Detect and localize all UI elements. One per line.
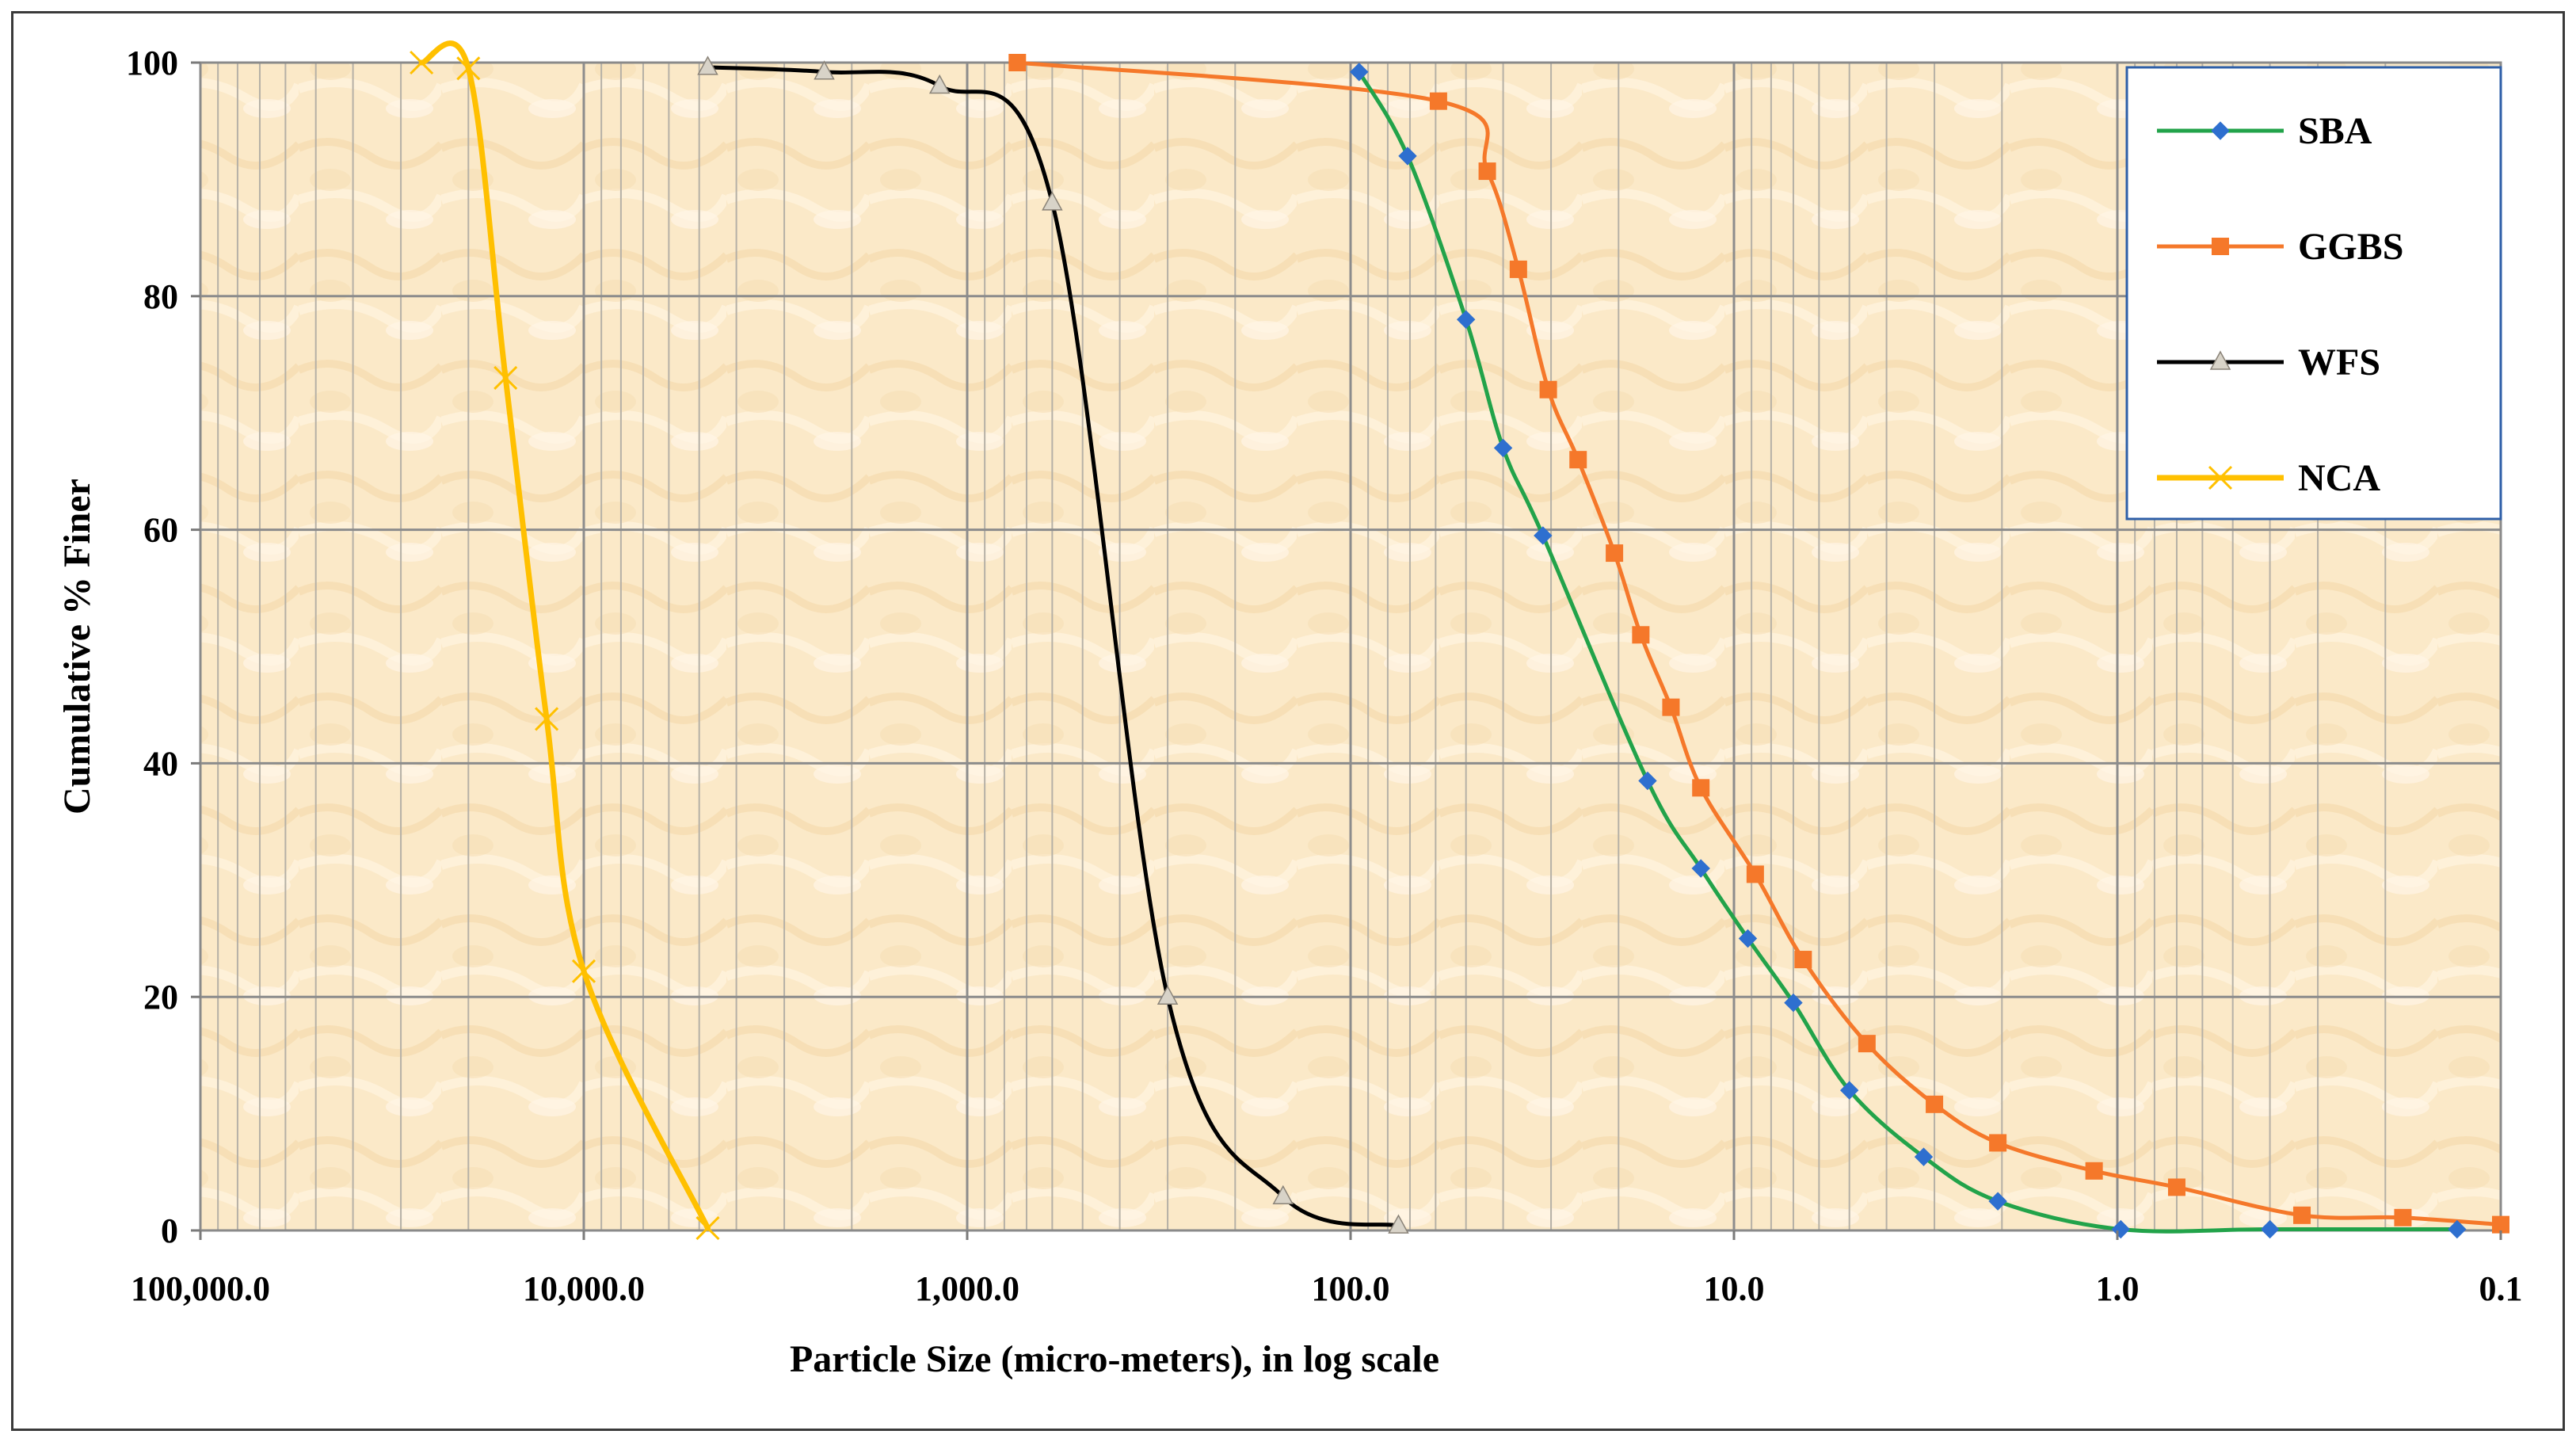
legend-box <box>2125 66 2502 521</box>
x-tick-label: 1,000.0 <box>915 1269 1019 1308</box>
legend-label: NCA <box>2298 457 2380 499</box>
chart-frame: 100,000.0 10,000.0 1,000.0 100.0 10.0 1.0 0.1 … <box>11 11 2565 1431</box>
data-point-sba <box>1691 859 1710 878</box>
series-ggbs <box>1008 54 2509 1234</box>
data-point-sba <box>1839 1081 1859 1100</box>
y-axis-title: Cumulative % Finer <box>56 479 98 814</box>
series-line-nca <box>418 40 711 1231</box>
data-point-ggbs <box>1569 451 1587 469</box>
series-nca <box>410 40 720 1241</box>
data-point-wfs <box>1042 191 1063 211</box>
data-point-sba <box>2260 1219 2280 1239</box>
legend-label: SBA <box>2298 110 2372 152</box>
x-tick-label: 10.0 <box>1704 1269 1765 1308</box>
data-point-ggbs <box>2167 1178 2185 1196</box>
series-line-wfs <box>705 65 1400 1228</box>
data-point-sba <box>1534 526 1553 545</box>
data-point-ggbs <box>1746 865 1764 883</box>
data-point-sba <box>1784 993 1803 1013</box>
data-point-ggbs <box>1539 380 1557 399</box>
data-point-wfs <box>814 60 835 80</box>
x-axis-ticks: 100,000.0 10,000.0 1,000.0 100.0 10.0 1.0 0.1 <box>131 1230 2523 1308</box>
x-tick-label: 0.1 <box>2479 1269 2523 1308</box>
data-point-ggbs <box>2492 1215 2509 1234</box>
data-point-ggbs <box>1606 544 1624 563</box>
data-point-ggbs <box>1478 162 1496 181</box>
legend-label: WFS <box>2298 341 2380 383</box>
legend-marker <box>2212 238 2229 255</box>
legend-item-wfs: WFS <box>2157 341 2380 383</box>
data-point-sba <box>1988 1192 2007 1211</box>
data-point-ggbs <box>1632 626 1650 644</box>
data-point-nca <box>571 959 596 983</box>
x-tick-label: 1.0 <box>2096 1269 2140 1308</box>
y-axis-ticks: 0 20 40 60 80 100 <box>126 44 200 1250</box>
chart-svg: 100,000.0 10,000.0 1,000.0 100.0 10.0 1.0 0.1 … <box>56 40 2523 1380</box>
legend-marker <box>2211 121 2230 140</box>
x-tick-label: 10,000.0 <box>523 1269 645 1308</box>
series <box>410 40 2509 1241</box>
data-point-ggbs <box>1509 260 1527 278</box>
data-point-sba <box>1456 310 1476 329</box>
data-point-ggbs <box>2293 1206 2311 1224</box>
legend-item-nca: NCA <box>2157 457 2380 499</box>
legend-marker <box>2208 465 2233 490</box>
series-sba <box>1350 63 2467 1239</box>
data-point-sba <box>1493 438 1513 458</box>
data-point-ggbs <box>1429 92 1447 110</box>
data-point-sba <box>2448 1219 2467 1239</box>
data-point-sba <box>1398 147 1417 166</box>
y-tick-label: 40 <box>143 744 178 783</box>
data-point-wfs <box>1157 985 1179 1005</box>
legend-item-sba: SBA <box>2157 110 2372 152</box>
y-tick-label: 0 <box>161 1211 178 1250</box>
data-point-ggbs <box>1692 779 1710 797</box>
data-point-nca <box>695 1215 720 1241</box>
data-point-ggbs <box>1989 1134 2007 1152</box>
y-tick-label: 80 <box>143 277 178 316</box>
data-point-ggbs <box>1008 54 1027 71</box>
data-point-wfs <box>928 74 951 94</box>
series-wfs <box>697 55 1409 1234</box>
x-tick-label: 100,000.0 <box>131 1269 270 1308</box>
data-point-nca <box>410 50 434 75</box>
data-point-wfs <box>1388 1214 1409 1234</box>
data-point-nca <box>493 365 518 391</box>
legend-item-ggbs: GGBS <box>2157 226 2403 268</box>
legend: SBA GGBS WFS NCA <box>2125 66 2502 521</box>
data-point-nca <box>535 707 559 731</box>
data-point-ggbs <box>1926 1095 1944 1113</box>
data-point-nca <box>456 56 481 81</box>
y-tick-label: 60 <box>143 511 178 550</box>
data-point-ggbs <box>2085 1162 2103 1180</box>
data-point-ggbs <box>1858 1035 1876 1053</box>
data-point-sba <box>1914 1147 1934 1166</box>
data-point-sba <box>1738 929 1758 948</box>
x-tick-label: 100.0 <box>1312 1269 1390 1308</box>
legend-marker <box>2209 350 2231 370</box>
y-tick-label: 100 <box>126 44 178 82</box>
data-point-ggbs <box>2394 1208 2412 1226</box>
data-point-ggbs <box>1794 951 1812 969</box>
data-point-wfs <box>697 55 718 75</box>
x-axis-title: Particle Size (micro-meters), in log sca… <box>790 1338 1439 1380</box>
data-point-sba <box>1638 771 1657 791</box>
data-point-wfs <box>1272 1184 1294 1205</box>
legend-label: GGBS <box>2298 226 2403 268</box>
data-point-ggbs <box>1662 698 1680 716</box>
data-point-sba <box>1350 63 1369 82</box>
y-tick-label: 20 <box>143 978 178 1017</box>
